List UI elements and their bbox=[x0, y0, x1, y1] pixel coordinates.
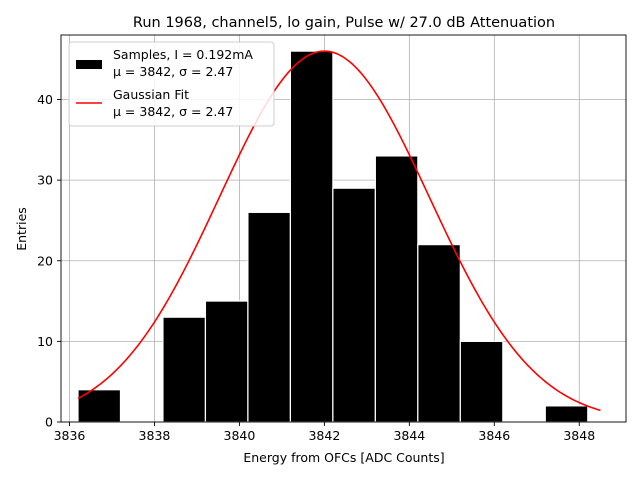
histogram-bar bbox=[332, 187, 376, 423]
legend-label-fit: Gaussian Fit bbox=[113, 87, 189, 102]
x-tick-label: 3836 bbox=[54, 428, 86, 443]
chart-title: Run 1968, channel5, lo gain, Pulse w/ 27… bbox=[133, 15, 555, 31]
legend-swatch-samples bbox=[76, 60, 102, 69]
histogram-bar bbox=[204, 300, 249, 423]
histogram-bar bbox=[417, 244, 461, 423]
y-tick-label: 20 bbox=[37, 253, 53, 268]
histogram-bar bbox=[374, 155, 419, 423]
y-tick-label: 30 bbox=[37, 173, 53, 188]
x-tick-label: 3842 bbox=[308, 428, 340, 443]
x-tick-label: 3840 bbox=[224, 428, 256, 443]
x-tick-label: 3846 bbox=[478, 428, 510, 443]
y-tick-label: 10 bbox=[37, 334, 53, 349]
histogram-bar bbox=[289, 50, 334, 423]
x-axis-label: Energy from OFCs [ADC Counts] bbox=[243, 450, 444, 465]
histogram-bars bbox=[77, 50, 589, 423]
gaussian-fit-line bbox=[77, 50, 601, 412]
y-axis-label: Entries bbox=[14, 207, 29, 251]
y-tick-label: 40 bbox=[37, 92, 53, 107]
plot-frame bbox=[60, 34, 627, 423]
x-tick-label: 3848 bbox=[563, 428, 595, 443]
histogram-bar bbox=[162, 316, 207, 423]
histogram-bar bbox=[544, 405, 589, 423]
legend: Samples, I = 0.192mA μ = 3842, σ = 2.47 … bbox=[68, 41, 275, 127]
legend-label-samples: Samples, I = 0.192mA bbox=[113, 47, 253, 62]
histogram-bar bbox=[247, 211, 291, 423]
legend-stats-samples: μ = 3842, σ = 2.47 bbox=[113, 64, 233, 79]
x-axis-ticks: 3836 3838 3840 3842 3844 3846 3848 bbox=[54, 422, 595, 443]
histogram-bar bbox=[459, 340, 504, 423]
x-tick-label: 3844 bbox=[393, 428, 425, 443]
legend-stats-fit: μ = 3842, σ = 2.47 bbox=[113, 104, 233, 119]
y-axis-ticks: 0 10 20 30 40 bbox=[37, 92, 61, 430]
y-tick-label: 0 bbox=[45, 415, 53, 430]
x-tick-label: 3838 bbox=[139, 428, 171, 443]
legend-box bbox=[68, 41, 275, 127]
